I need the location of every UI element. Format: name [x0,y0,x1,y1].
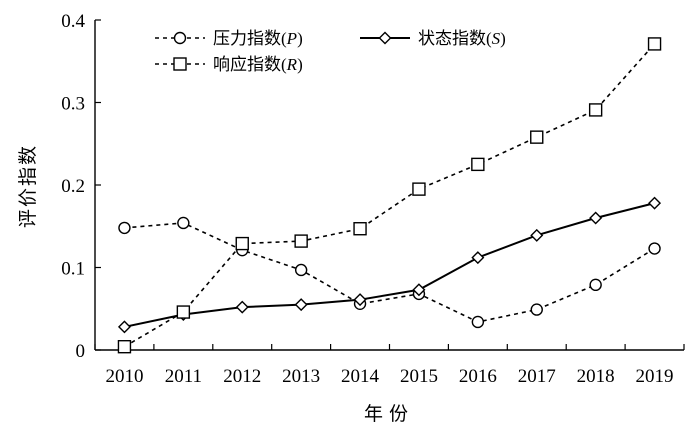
series-line-S [124,202,655,328]
point-P-2010 [118,221,131,235]
legend-label-P: 压力指数(P) [213,29,303,49]
series-layer [117,37,662,354]
x-tick-label: 2010 [105,366,143,387]
point-P-2019 [648,242,661,255]
y-tick-label: 0 [76,341,86,362]
x-tick-label: 2013 [282,366,320,387]
series-line-R [124,43,656,348]
x-tick-label: 2016 [459,366,497,387]
point-R-2011 [176,305,191,319]
axes: 0 0.1 0.2 0.3 0.4 2010 2011 2012 2013 2014 2015 201… [61,11,685,387]
y-tick-label: 0.1 [61,259,85,280]
point-R-2014 [353,222,367,236]
legend-item-P: 压力指数(P) [155,29,303,49]
legend-marker-R [173,57,187,71]
series-P [118,216,661,329]
legend-item-S: 状态指数(S) [360,29,506,49]
point-R-2012 [235,236,249,251]
x-axis-title: 年 份 [364,403,408,425]
legend: 压力指数(P) 状态指数(S) 响应指数(R) [155,29,506,75]
point-R-2015 [412,182,426,196]
point-S-2013 [294,298,308,312]
y-tick-label: 0.2 [61,176,85,197]
point-R-2013 [294,234,308,248]
y-axis-title: 评价指数 [17,144,39,228]
point-S-2018 [589,211,603,225]
point-S-2014 [353,293,367,307]
legend-label-R: 响应指数(R) [213,55,303,75]
point-R-2016 [471,157,485,172]
point-S-2012 [235,300,249,314]
point-S-2019 [648,196,662,210]
point-R-2019 [647,37,662,51]
y-tick-label: 0.3 [61,94,85,115]
point-S-2016 [471,251,485,265]
point-P-2018 [589,278,602,292]
x-tick-label: 2017 [518,366,556,387]
point-P-2017 [530,303,543,316]
x-tick-label: 2014 [341,366,380,387]
x-tick-label: 2011 [165,366,202,387]
y-tick-label: 0.4 [61,11,85,32]
legend-marker-P [173,31,187,45]
legend-item-R: 响应指数(R) [155,55,303,75]
series-S [117,196,662,334]
x-tick-label: 2019 [636,366,674,387]
point-S-2010 [117,320,131,334]
legend-marker-S [378,31,392,45]
point-P-2016 [471,315,485,329]
point-R-2010 [117,340,132,354]
point-P-2013 [294,263,308,277]
x-tick-label: 2015 [400,366,438,387]
point-S-2015 [412,283,426,297]
series-line-P [124,222,655,323]
point-R-2017 [530,130,544,144]
point-S-2017 [530,228,544,242]
legend-label-S: 状态指数(S) [418,29,506,49]
point-P-2011 [177,216,190,230]
x-tick-label: 2012 [223,366,261,387]
x-tick-label: 2018 [577,366,615,387]
series-R [117,37,662,354]
point-R-2018 [588,103,603,117]
